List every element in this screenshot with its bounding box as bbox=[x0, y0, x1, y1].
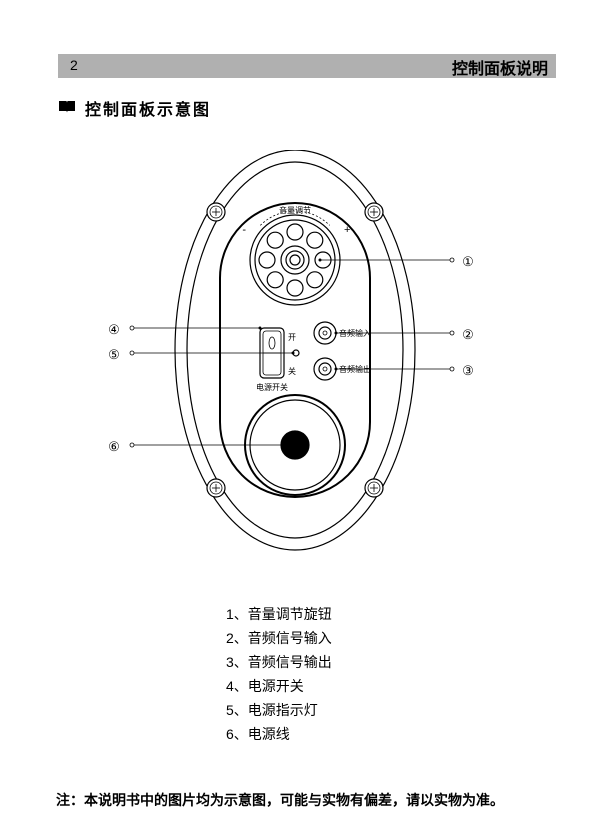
legend-text: 电源开关 bbox=[248, 678, 304, 694]
svg-text:④: ④ bbox=[108, 322, 120, 337]
svg-text:③: ③ bbox=[462, 363, 474, 378]
legend-text: 音频信号输入 bbox=[248, 630, 332, 646]
legend-separator: 、 bbox=[234, 606, 248, 622]
legend-num: 2 bbox=[226, 630, 234, 646]
svg-text:+: + bbox=[344, 224, 350, 236]
svg-text:⑤: ⑤ bbox=[108, 347, 120, 362]
legend-text: 音频信号输出 bbox=[248, 654, 332, 670]
legend-item: 5、电源指示灯 bbox=[226, 698, 332, 722]
svg-text:音量调节: 音量调节 bbox=[279, 205, 311, 215]
control-panel-diagram: 音量调节-+开关电源开关音频输入音频输出①②③④⑤⑥ bbox=[0, 150, 600, 570]
legend-item: 3、音频信号输出 bbox=[226, 650, 332, 674]
legend-item: 2、音频信号输入 bbox=[226, 626, 332, 650]
legend-num: 4 bbox=[226, 678, 234, 694]
legend-separator: 、 bbox=[234, 678, 248, 694]
header-title: 控制面板说明 bbox=[452, 55, 548, 79]
svg-text:-: - bbox=[242, 224, 246, 236]
legend-text: 电源指示灯 bbox=[248, 702, 318, 718]
legend-separator: 、 bbox=[234, 654, 248, 670]
footnote-text: 本说明书中的图片均为示意图，可能与实物有偏差，请以实物为准。 bbox=[84, 792, 504, 808]
legend-item: 4、电源开关 bbox=[226, 674, 332, 698]
footnote: 注：本说明书中的图片均为示意图，可能与实物有偏差，请以实物为准。 bbox=[56, 790, 504, 810]
legend-separator: 、 bbox=[234, 702, 248, 718]
svg-text:①: ① bbox=[462, 254, 474, 269]
legend-text: 音量调节旋钮 bbox=[248, 606, 332, 622]
section-title: 控制面板示意图 bbox=[85, 96, 211, 120]
legend-separator: 、 bbox=[234, 726, 248, 742]
svg-text:关: 关 bbox=[288, 366, 296, 376]
svg-text:②: ② bbox=[462, 327, 474, 342]
legend-num: 6 bbox=[226, 726, 234, 742]
svg-text:⑥: ⑥ bbox=[108, 439, 120, 454]
footnote-prefix: 注： bbox=[56, 792, 84, 808]
book-icon bbox=[58, 100, 76, 114]
header-bar: 2 控制面板说明 bbox=[58, 54, 556, 78]
page-number: 2 bbox=[70, 57, 78, 73]
legend-num: 1 bbox=[226, 606, 234, 622]
legend-item: 6、电源线 bbox=[226, 722, 332, 746]
legend-item: 1、音量调节旋钮 bbox=[226, 602, 332, 626]
legend-text: 电源线 bbox=[248, 726, 290, 742]
legend: 1、音量调节旋钮2、音频信号输入3、音频信号输出4、电源开关5、电源指示灯6、电… bbox=[226, 602, 332, 746]
svg-text:电源开关: 电源开关 bbox=[256, 382, 288, 392]
legend-num: 3 bbox=[226, 654, 234, 670]
svg-text:开: 开 bbox=[288, 333, 296, 342]
legend-num: 5 bbox=[226, 702, 234, 718]
legend-separator: 、 bbox=[234, 630, 248, 646]
